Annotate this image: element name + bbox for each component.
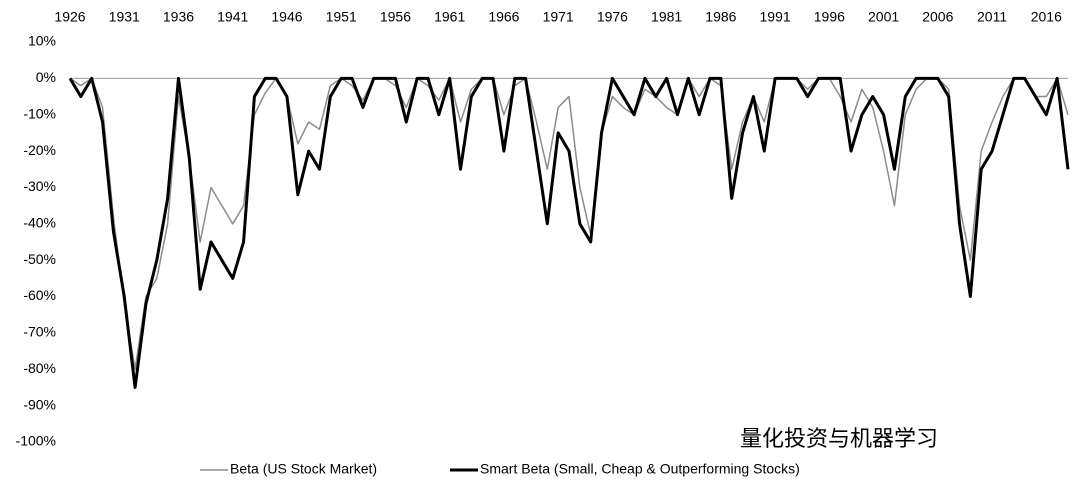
series-line [68, 76, 1070, 389]
y-tick-label: -10% [23, 105, 56, 121]
y-tick-label: -50% [23, 251, 56, 267]
x-tick-label: 1946 [271, 9, 302, 25]
legend-label: Beta (US Stock Market) [230, 461, 377, 477]
y-tick-label: -90% [23, 396, 56, 412]
x-tick-label: 1926 [54, 9, 85, 25]
x-tick-label: 1971 [543, 9, 574, 25]
x-tick-label: 1941 [217, 9, 248, 25]
series-line [69, 77, 1069, 371]
y-tick-label: -30% [23, 178, 56, 194]
x-tick-label: 1981 [651, 9, 682, 25]
y-tick-label: -60% [23, 287, 56, 303]
x-tick-label: 1976 [597, 9, 628, 25]
y-tick-label: -40% [23, 215, 56, 231]
x-tick-label: 2006 [922, 9, 953, 25]
x-tick-label: 2011 [977, 9, 1007, 25]
x-tick-label: 1996 [814, 9, 845, 25]
x-tick-label: 1966 [488, 9, 519, 25]
x-tick-label: 2016 [1031, 9, 1062, 25]
y-tick-label: -70% [23, 324, 56, 340]
x-tick-label: 1961 [434, 9, 465, 25]
x-tick-label: 1931 [109, 9, 140, 25]
x-tick-label: 2001 [868, 9, 899, 25]
watermark: 量化投资与机器学习 [740, 426, 938, 451]
y-tick-label: 10% [28, 33, 56, 49]
x-tick-label: 1991 [760, 9, 791, 25]
y-tick-label: -20% [23, 142, 56, 158]
x-tick-label: 1936 [163, 9, 194, 25]
x-tick-label: 1986 [705, 9, 736, 25]
x-tick-label: 1956 [380, 9, 411, 25]
y-tick-label: -80% [23, 360, 56, 376]
legend-label: Smart Beta (Small, Cheap & Outperforming… [480, 461, 800, 477]
y-tick-label: -100% [16, 433, 56, 449]
x-tick-label: 1951 [326, 9, 357, 25]
y-tick-label: 0% [36, 69, 56, 85]
